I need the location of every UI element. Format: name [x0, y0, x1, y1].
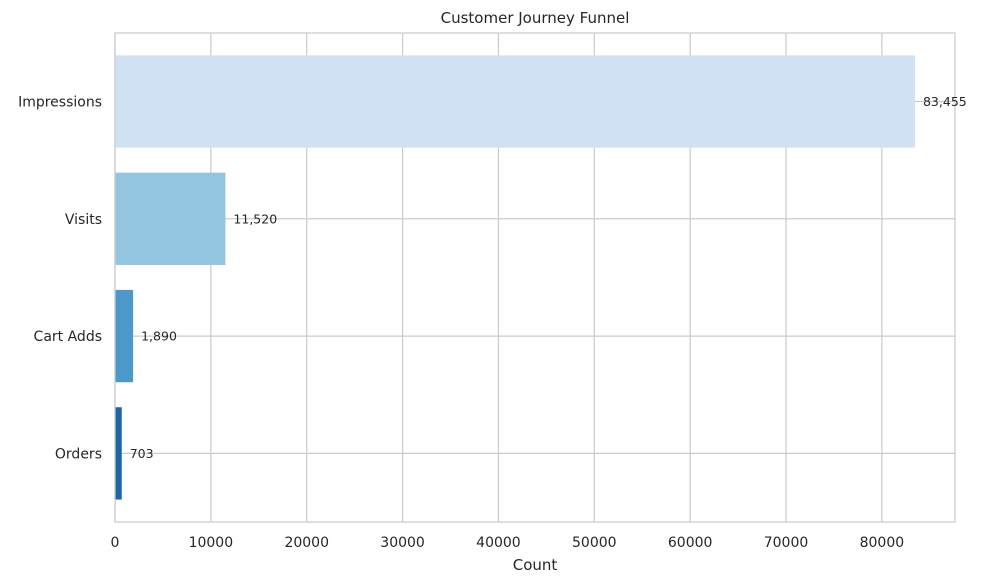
value-label: 1,890	[141, 329, 177, 344]
chart-title: Customer Journey Funnel	[441, 9, 630, 27]
y-tick-label: Orders	[55, 446, 102, 462]
x-tick-label: 50000	[572, 535, 617, 551]
x-tick-label: 20000	[284, 535, 329, 551]
value-label: 11,520	[233, 211, 277, 226]
x-tick-labels: 0 10000 20000 30000 40000 50000 60000 70000 8000…	[111, 535, 905, 551]
x-tick-label: 30000	[380, 535, 425, 551]
bars	[115, 55, 915, 500]
value-labels: 83,455 11,520 1,890 703	[130, 94, 967, 461]
bar-impressions	[115, 55, 915, 148]
bar-cart-adds	[115, 289, 134, 383]
x-tick-label: 40000	[476, 535, 521, 551]
x-tick-label: 80000	[860, 535, 905, 551]
bar-orders	[115, 407, 122, 500]
x-axis-label: Count	[513, 556, 558, 574]
value-label: 703	[130, 446, 154, 461]
y-tick-labels: Impressions Visits Cart Adds Orders	[18, 95, 102, 463]
y-tick-label: Cart Adds	[34, 329, 102, 345]
x-tick-label: 0	[111, 535, 120, 551]
x-tick-label: 10000	[189, 535, 234, 551]
bar-visits	[115, 172, 226, 265]
x-tick-label: 70000	[764, 535, 809, 551]
y-tick-label: Impressions	[18, 95, 102, 111]
value-label: 83,455	[923, 94, 967, 109]
x-tick-label: 60000	[668, 535, 713, 551]
y-tick-label: Visits	[65, 212, 102, 228]
plot-frame	[114, 32, 956, 523]
